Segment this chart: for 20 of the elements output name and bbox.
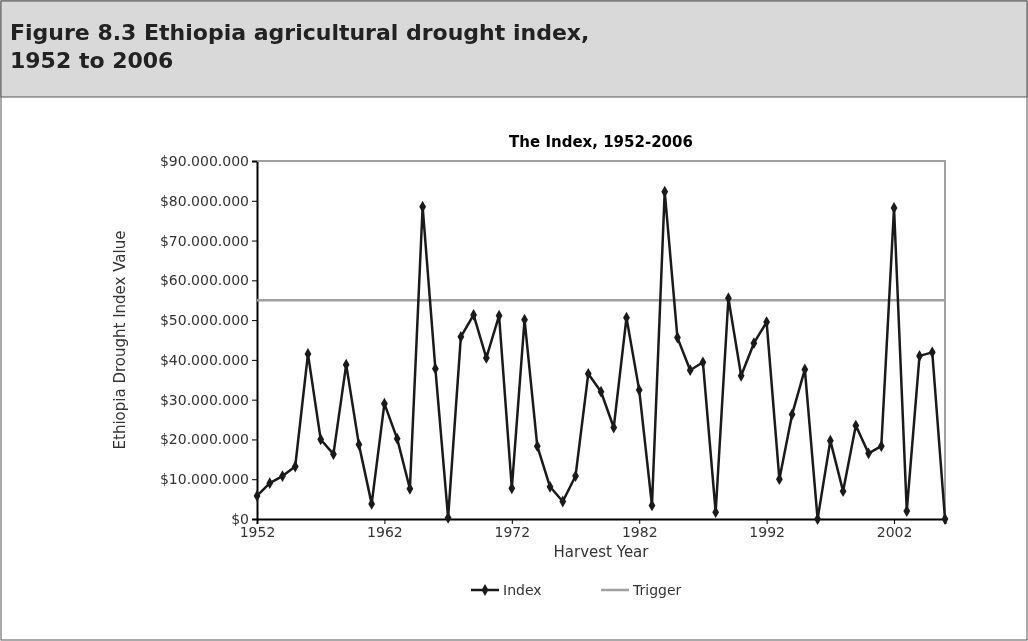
y-tick-label: $70.000.000 <box>159 232 249 249</box>
x-tick-label: 1982 <box>621 523 658 540</box>
x-tick-label: 1992 <box>749 523 785 540</box>
y-tick-label: $80.000.000 <box>159 192 249 209</box>
chart-title: Figure 8.3 Ethiopia agricultural drought index, 1952 to 2006 <box>10 20 590 73</box>
x-tick-label: 2002 <box>876 523 913 540</box>
legend-label: Index <box>503 582 542 598</box>
y-tick-label: $20.000.000 <box>159 431 249 448</box>
x-tick-label: 1962 <box>367 523 403 540</box>
y-axis-title: Ethiopia Drought Index Value <box>111 230 129 450</box>
y-tick-label: $90.000.000 <box>159 152 249 169</box>
y-tick-label: $50.000.000 <box>159 312 249 329</box>
legend-label: Trigger <box>632 582 682 598</box>
x-axis-title: Harvest Year <box>553 543 650 561</box>
x-tick-label: 1972 <box>494 523 531 540</box>
y-tick-label: $30.000.000 <box>159 391 249 408</box>
y-tick-label: $60.000.000 <box>159 272 249 289</box>
y-tick-label: $10.000.000 <box>159 471 249 488</box>
y-tick-label: $40.000.000 <box>159 351 249 368</box>
chart-subtitle: The Index, 1952-2006 <box>509 133 693 151</box>
